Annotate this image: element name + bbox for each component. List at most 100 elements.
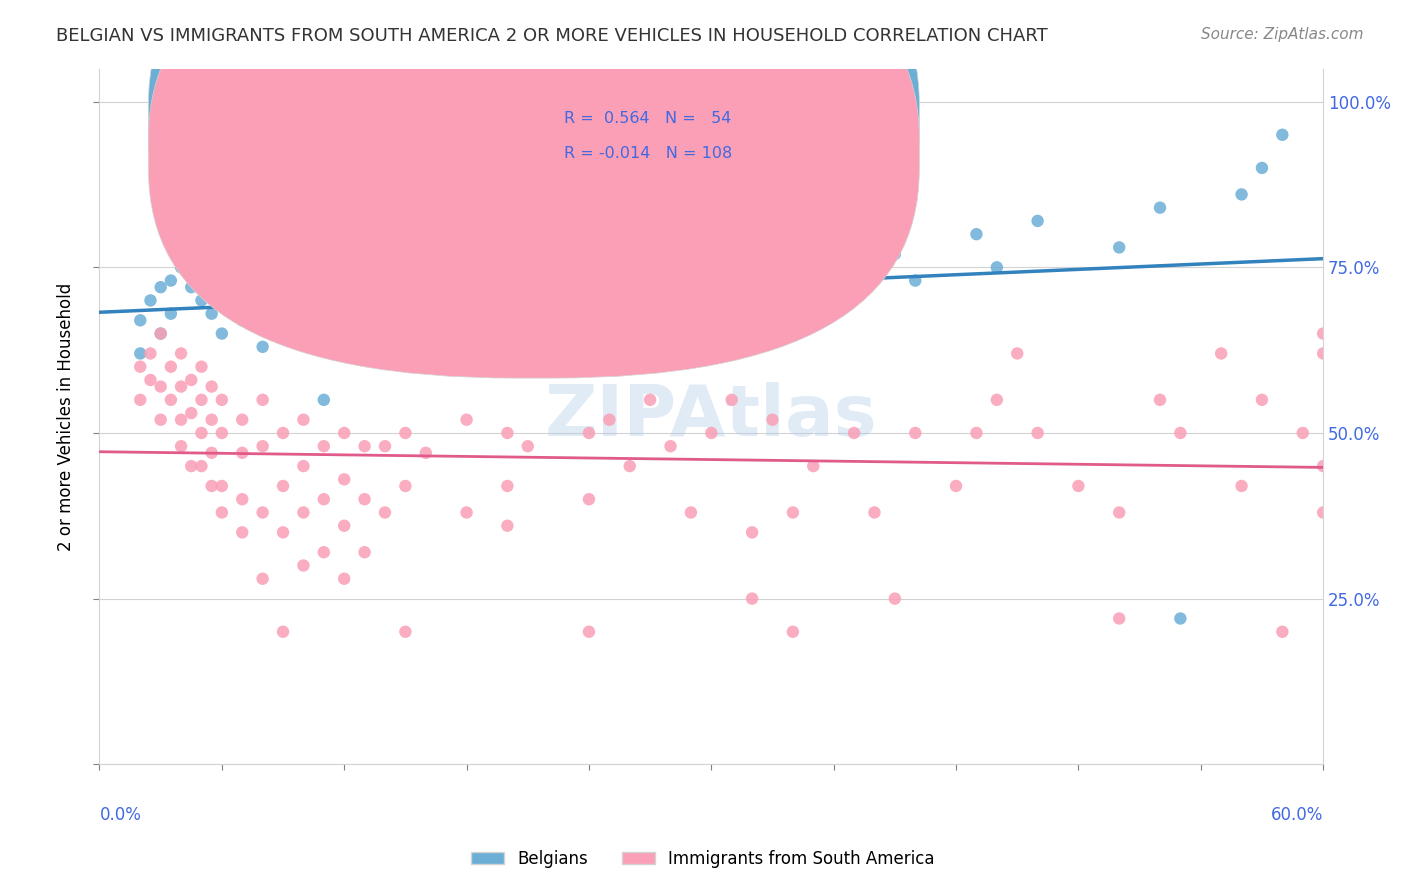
Point (333, 425, 356, 440)
Point (201, 307, 224, 321)
Point (190, 293, 212, 308)
Point (965, 227, 987, 242)
Point (252, 506, 274, 520)
Point (700, 425, 723, 440)
Point (1005, 346, 1028, 360)
Point (149, 413, 172, 427)
Point (801, 459, 824, 474)
Point (353, 439, 375, 453)
Point (160, 359, 183, 374)
Point (823, 260, 845, 275)
Point (1312, 346, 1334, 360)
Point (1230, 479, 1253, 493)
Text: R = -0.014   N = 108: R = -0.014 N = 108 (564, 146, 733, 161)
Point (883, 591, 905, 606)
Text: R =  0.564   N =   54: R = 0.564 N = 54 (564, 112, 733, 126)
Point (1230, 187, 1253, 202)
Point (1108, 240, 1130, 254)
Point (292, 459, 315, 474)
Point (578, 624, 600, 639)
Legend: Belgians, Immigrants from South America: Belgians, Immigrants from South America (464, 844, 942, 875)
Point (965, 425, 987, 440)
Point (333, 274, 356, 288)
Point (496, 479, 519, 493)
Point (271, 425, 294, 440)
Point (904, 274, 927, 288)
Point (537, 274, 560, 288)
Point (945, 479, 967, 493)
Point (231, 446, 253, 460)
Point (170, 413, 193, 427)
Y-axis label: 2 or more Vehicles in Household: 2 or more Vehicles in Household (58, 282, 75, 550)
Point (190, 425, 212, 440)
Point (292, 413, 315, 427)
Point (180, 406, 202, 420)
Point (782, 624, 804, 639)
Point (456, 413, 478, 427)
Point (842, 425, 865, 440)
Point (394, 479, 416, 493)
Point (129, 392, 152, 407)
Point (1271, 128, 1294, 142)
Point (180, 280, 202, 294)
Text: ZIPAtlas: ZIPAtlas (546, 382, 877, 450)
Point (211, 392, 233, 407)
Point (180, 459, 202, 474)
Point (271, 624, 294, 639)
Point (139, 373, 162, 387)
Point (1312, 326, 1334, 341)
Point (619, 274, 641, 288)
Point (292, 280, 315, 294)
Point (782, 506, 804, 520)
Point (312, 492, 335, 507)
Point (170, 346, 193, 360)
Point (1108, 506, 1130, 520)
Point (679, 506, 702, 520)
Point (557, 280, 579, 294)
Point (190, 253, 212, 268)
Point (516, 439, 538, 453)
FancyBboxPatch shape (503, 96, 846, 180)
FancyBboxPatch shape (149, 0, 920, 378)
Point (129, 313, 152, 327)
Point (180, 373, 202, 387)
Point (201, 446, 224, 460)
Point (1170, 425, 1192, 440)
Point (160, 392, 183, 407)
Point (333, 572, 356, 586)
Point (1211, 346, 1233, 360)
Point (415, 307, 437, 321)
Point (761, 413, 783, 427)
Point (904, 425, 927, 440)
Point (252, 340, 274, 354)
Point (312, 545, 335, 559)
Point (353, 293, 375, 308)
Point (456, 506, 478, 520)
Point (638, 392, 661, 407)
Point (190, 392, 212, 407)
Point (160, 307, 183, 321)
Point (160, 274, 183, 288)
Point (578, 492, 600, 507)
Point (170, 379, 193, 393)
Point (271, 525, 294, 540)
Point (619, 459, 641, 474)
Point (312, 392, 335, 407)
Point (1312, 506, 1334, 520)
Point (782, 307, 804, 321)
Point (1149, 201, 1171, 215)
Point (659, 439, 682, 453)
Point (1312, 459, 1334, 474)
Point (231, 525, 253, 540)
Point (456, 326, 478, 341)
Point (201, 479, 224, 493)
Point (353, 492, 375, 507)
Point (292, 506, 315, 520)
Point (211, 425, 233, 440)
Point (149, 326, 172, 341)
Point (190, 359, 212, 374)
Point (271, 479, 294, 493)
Point (986, 392, 1008, 407)
Point (252, 572, 274, 586)
Point (170, 439, 193, 453)
